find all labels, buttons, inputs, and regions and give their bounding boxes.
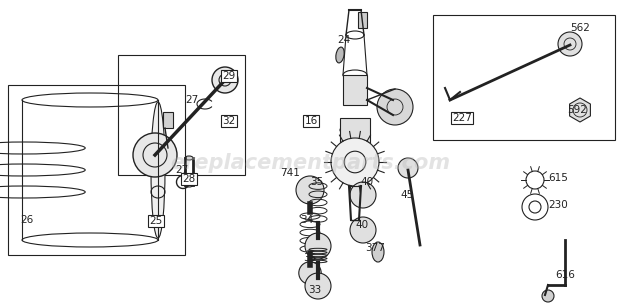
Ellipse shape [185,156,193,160]
Text: 32: 32 [223,116,236,126]
Text: 227: 227 [452,113,472,123]
Text: 741: 741 [280,168,300,178]
Ellipse shape [336,47,344,63]
Bar [340,118,370,145]
Text: 25: 25 [149,216,162,226]
Circle shape [133,133,177,177]
Circle shape [305,273,331,299]
Text: 24: 24 [337,35,350,45]
Bar [433,15,615,140]
Text: ereplacementparts.com: ereplacementparts.com [170,153,450,173]
Text: 35: 35 [303,253,316,263]
Circle shape [331,138,379,186]
Ellipse shape [340,139,370,151]
Text: 33: 33 [308,285,321,295]
Text: 40: 40 [360,177,373,187]
Text: 26: 26 [20,215,33,225]
Text: 230: 230 [548,200,568,210]
Text: 616: 616 [555,270,575,280]
Text: 377: 377 [365,243,385,253]
Text: 27: 27 [175,165,188,175]
Ellipse shape [340,124,370,136]
Ellipse shape [151,102,165,238]
Text: 27: 27 [185,95,198,105]
Circle shape [542,290,554,302]
Bar [358,12,367,28]
Circle shape [350,217,376,243]
Text: 592: 592 [567,105,587,115]
Circle shape [558,32,582,56]
Circle shape [398,158,418,178]
Text: 40: 40 [355,220,368,230]
Circle shape [350,182,376,208]
Bar [163,112,173,128]
Bar [118,55,245,175]
Text: 35: 35 [310,177,323,187]
Ellipse shape [372,242,384,262]
Text: 16: 16 [304,116,317,126]
Text: 45: 45 [400,190,414,200]
Text: 34: 34 [300,215,313,225]
Circle shape [299,262,321,284]
Text: 615: 615 [548,173,568,183]
Text: 29: 29 [223,71,236,81]
Text: 28: 28 [182,174,196,184]
Circle shape [212,67,238,93]
Circle shape [296,176,324,204]
Circle shape [377,89,413,125]
Text: 562: 562 [570,23,590,33]
Bar [8,85,185,255]
Ellipse shape [185,183,193,187]
Circle shape [305,233,331,259]
Bar [343,75,367,105]
